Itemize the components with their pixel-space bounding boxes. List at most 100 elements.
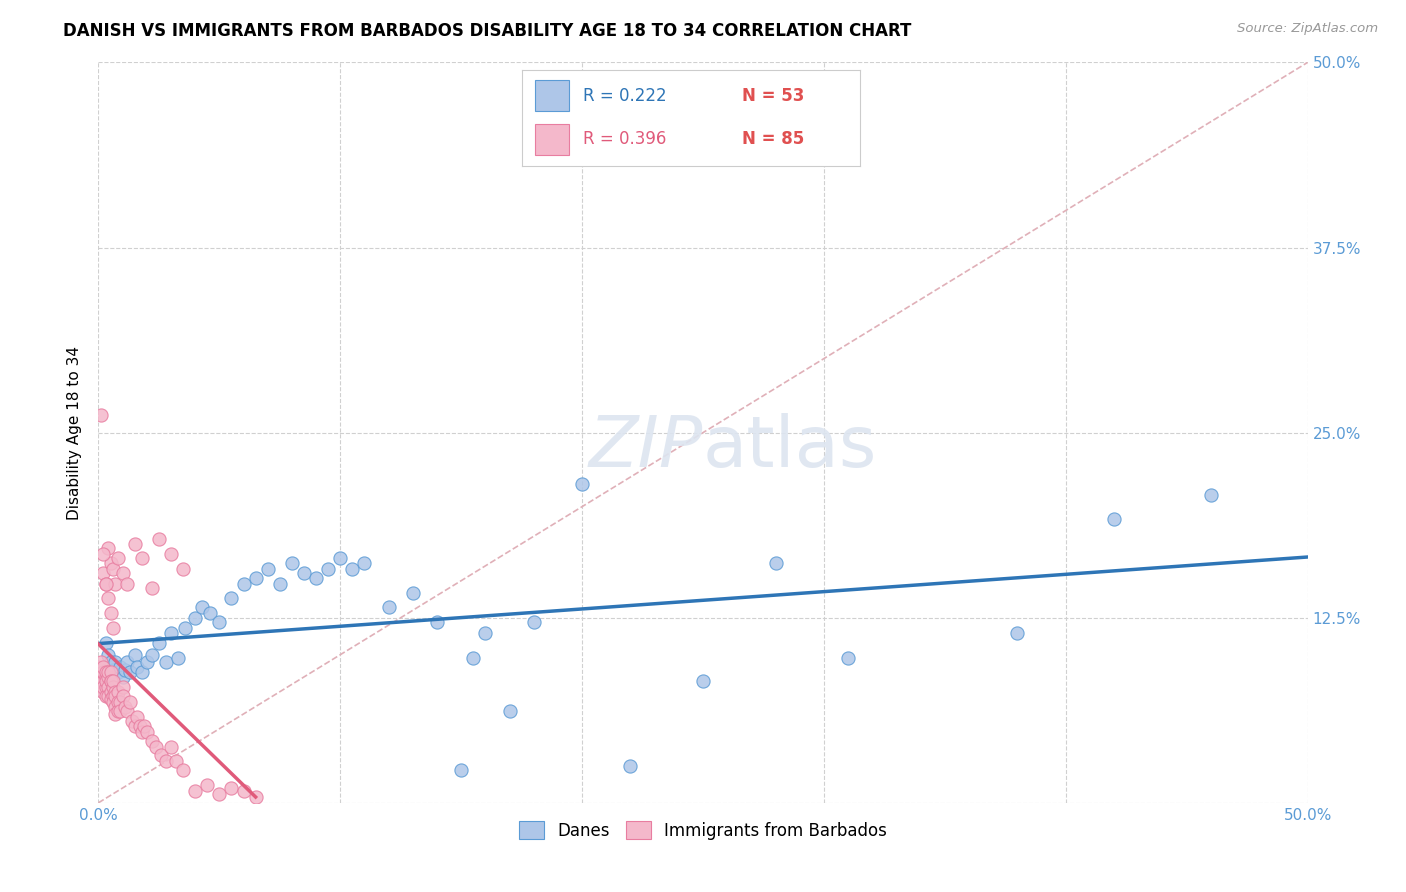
Point [91, 685, 114, 699]
Point [107, 685, 129, 699]
Point [101, 681, 124, 695]
Point [97, 665, 120, 680]
Point [117, 655, 139, 669]
Point [97, 648, 120, 662]
Point [101, 621, 124, 635]
Point [141, 648, 163, 662]
Point [91, 566, 114, 581]
Point [90, 663, 112, 677]
Point [450, 763, 472, 777]
Point [94, 665, 117, 680]
Point [127, 710, 149, 724]
Point [150, 748, 173, 763]
Point [101, 695, 124, 709]
Point [131, 724, 153, 739]
Point [107, 551, 129, 566]
Point [87, 670, 110, 684]
Point [100, 556, 122, 570]
Point [94, 576, 117, 591]
Point [97, 681, 120, 695]
Point [245, 571, 267, 585]
Point [498, 704, 520, 718]
Point [837, 650, 859, 665]
Point [184, 610, 207, 624]
Point [104, 689, 127, 703]
Point [135, 724, 157, 739]
Point [104, 685, 127, 699]
Point [111, 670, 134, 684]
Point [523, 615, 546, 629]
Point [148, 636, 170, 650]
Point [104, 576, 127, 591]
Point [165, 755, 187, 769]
Point [104, 655, 127, 669]
Point [131, 665, 153, 680]
Point [90, 681, 112, 695]
Point [101, 562, 124, 576]
Point [91, 659, 114, 673]
Point [141, 581, 163, 595]
Point [100, 665, 122, 680]
Point [114, 663, 136, 677]
Point [292, 566, 315, 581]
Point [94, 674, 117, 689]
Point [160, 547, 183, 561]
Point [94, 689, 117, 703]
Point [108, 659, 131, 673]
Text: DANISH VS IMMIGRANTS FROM BARBADOS DISABILITY AGE 18 TO 34 CORRELATION CHART: DANISH VS IMMIGRANTS FROM BARBADOS DISAB… [63, 22, 911, 40]
Point [232, 784, 254, 798]
Point [1102, 511, 1125, 525]
Point [198, 607, 221, 621]
Point [342, 562, 364, 576]
Point [172, 562, 194, 576]
Point [692, 674, 714, 689]
Point [191, 600, 214, 615]
Point [221, 780, 243, 795]
Point [571, 477, 593, 491]
Point [463, 650, 485, 665]
Point [128, 719, 150, 733]
Point [1007, 625, 1029, 640]
Point [245, 789, 267, 804]
Point [94, 636, 117, 650]
Point [148, 533, 170, 547]
Point [94, 670, 117, 684]
Point [305, 571, 328, 585]
Point [619, 758, 641, 772]
Point [90, 665, 112, 680]
Point [101, 663, 124, 677]
Point [269, 576, 291, 591]
Point [118, 695, 141, 709]
Point [100, 674, 122, 689]
Point [101, 674, 124, 689]
Point [97, 591, 120, 606]
Point [111, 689, 134, 703]
Point [117, 704, 139, 718]
Point [174, 621, 197, 635]
Point [97, 689, 120, 703]
Text: ZIP: ZIP [589, 413, 703, 482]
Point [100, 607, 122, 621]
Legend: Danes, Immigrants from Barbados: Danes, Immigrants from Barbados [512, 814, 894, 847]
Point [402, 585, 425, 599]
Point [124, 648, 146, 662]
Point [111, 681, 134, 695]
Point [127, 659, 149, 673]
Point [114, 699, 136, 714]
Point [108, 704, 131, 718]
Point [91, 547, 114, 561]
Point [124, 536, 146, 550]
Point [91, 681, 114, 695]
Point [232, 576, 254, 591]
Point [134, 719, 156, 733]
Point [377, 600, 399, 615]
Point [145, 739, 167, 754]
Point [353, 556, 375, 570]
Point [135, 655, 157, 669]
Point [765, 556, 787, 570]
Point [426, 615, 449, 629]
Point [87, 659, 110, 673]
Point [329, 551, 352, 566]
Point [256, 562, 278, 576]
Point [474, 625, 496, 640]
